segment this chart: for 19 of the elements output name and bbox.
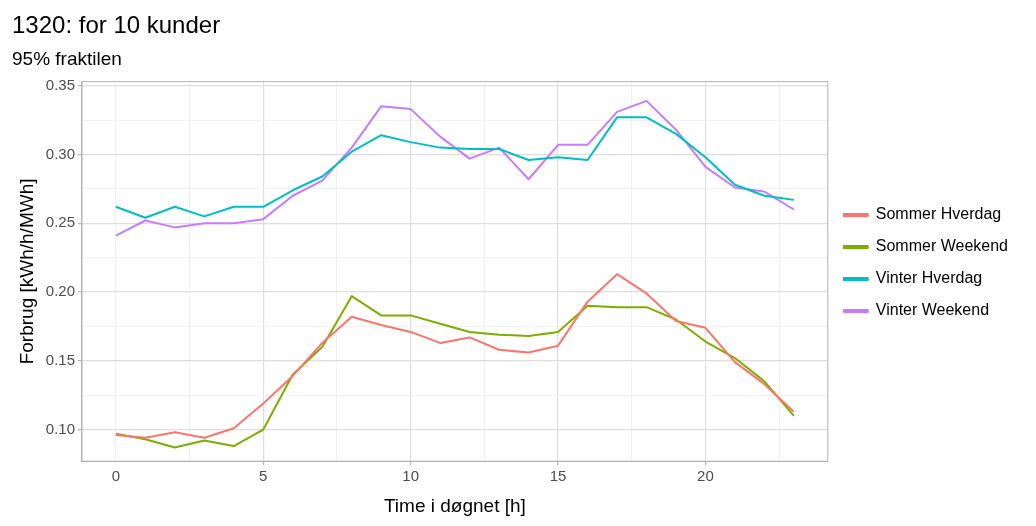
y-tick-label: 0.35 xyxy=(45,75,75,93)
legend-label: Sommer Hverdag xyxy=(875,205,1002,223)
y-tick-label: 0.20 xyxy=(45,282,75,300)
x-tick-label: 0 xyxy=(111,466,121,484)
chart-title: 1320: for 10 kunder xyxy=(12,11,221,39)
x-tick-label: 5 xyxy=(259,466,268,484)
y-tick-label: 0.30 xyxy=(45,144,75,162)
chart-subtitle: 95% fraktilen xyxy=(12,48,122,70)
x-tick-label: 10 xyxy=(402,466,420,484)
x-tick-label: 20 xyxy=(697,466,714,484)
y-axis-title: Forbrug [kWh/h/MWh] xyxy=(15,178,37,365)
y-tick-label: 0.10 xyxy=(45,419,75,437)
x-axis-title: Time i døgnet [h] xyxy=(383,494,526,516)
legend-label: Vinter Weekend xyxy=(875,301,990,319)
y-tick-label: 0.15 xyxy=(45,350,75,368)
legend-label: Sommer Weekend xyxy=(875,237,1008,255)
y-tick-label: 0.25 xyxy=(45,213,75,231)
x-tick-label: 15 xyxy=(549,466,567,484)
legend-label: Vinter Hverdag xyxy=(875,269,983,287)
